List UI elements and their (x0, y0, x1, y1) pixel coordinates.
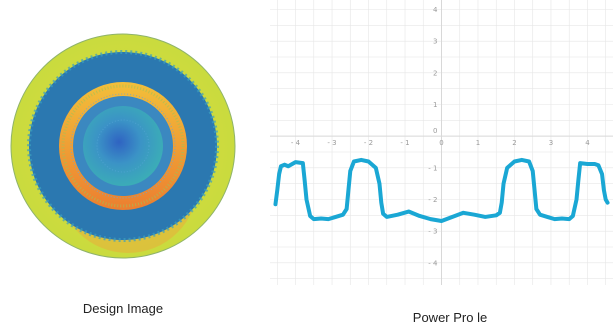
grid (270, 0, 613, 285)
x-tick-label: 4 (585, 139, 590, 147)
design-image-caption: Design Image (82, 301, 164, 316)
center-zone (83, 106, 163, 186)
x-tick-label: - 2 (364, 139, 373, 147)
x-tick-label: 0 (439, 139, 443, 147)
design-image (10, 33, 236, 259)
concentric-rings-lens-map (10, 33, 236, 259)
power-profile-line (273, 157, 610, 224)
tick-labels: - 4 - 3 - 2 - 1 0 1 2 3 4 4 3 2 1 0 - 1 - 2 - 3 - 4 (291, 6, 590, 267)
axes (270, 0, 613, 285)
x-tick-label: - 1 (400, 139, 409, 147)
y-tick-label: - 3 (428, 228, 437, 236)
y-tick-label: 3 (433, 38, 437, 46)
x-tick-label: - 4 (291, 139, 301, 147)
power-profile-plot: - 4 - 3 - 2 - 1 0 1 2 3 4 4 3 2 1 0 - 1 - 2 - 3 - 4 (270, 0, 613, 285)
y-tick-label: 4 (433, 6, 438, 14)
series (273, 157, 610, 224)
x-tick-label: 1 (476, 139, 480, 147)
y-tick-label: - 2 (428, 196, 437, 204)
x-tick-label: - 3 (327, 139, 336, 147)
y-tick-label: 1 (433, 101, 437, 109)
power-profile-caption: Power Pro le (412, 310, 488, 325)
x-tick-label: 3 (549, 139, 553, 147)
y-tick-label: - 4 (428, 259, 438, 267)
y-tick-label: 2 (433, 69, 437, 77)
x-tick-label: 2 (512, 139, 516, 147)
power-profile-chart: - 4 - 3 - 2 - 1 0 1 2 3 4 4 3 2 1 0 - 1 - 2 - 3 - 4 (270, 0, 613, 285)
y-tick-label: 0 (433, 127, 437, 135)
y-tick-label: - 1 (428, 164, 437, 172)
